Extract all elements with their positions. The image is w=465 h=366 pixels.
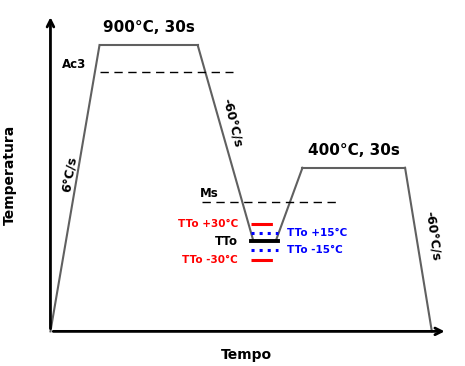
Text: Temperatura: Temperatura: [3, 124, 17, 225]
Text: Ac3: Ac3: [62, 57, 86, 71]
Text: TTo -30°C: TTo -30°C: [182, 255, 238, 265]
Text: TTo +30°C: TTo +30°C: [178, 219, 238, 229]
Text: Ms: Ms: [200, 187, 219, 200]
Text: TTo +15°C: TTo +15°C: [287, 228, 347, 238]
Text: Tempo: Tempo: [221, 348, 272, 362]
Text: 400°C, 30s: 400°C, 30s: [308, 142, 400, 157]
Text: 900°C, 30s: 900°C, 30s: [103, 20, 194, 35]
Text: TTo: TTo: [215, 235, 238, 247]
Text: TTo -15°C: TTo -15°C: [287, 244, 343, 255]
Text: 6°C/s: 6°C/s: [61, 156, 80, 194]
Text: -60°C/s: -60°C/s: [422, 210, 442, 262]
Text: -60°C/s: -60°C/s: [219, 98, 244, 149]
